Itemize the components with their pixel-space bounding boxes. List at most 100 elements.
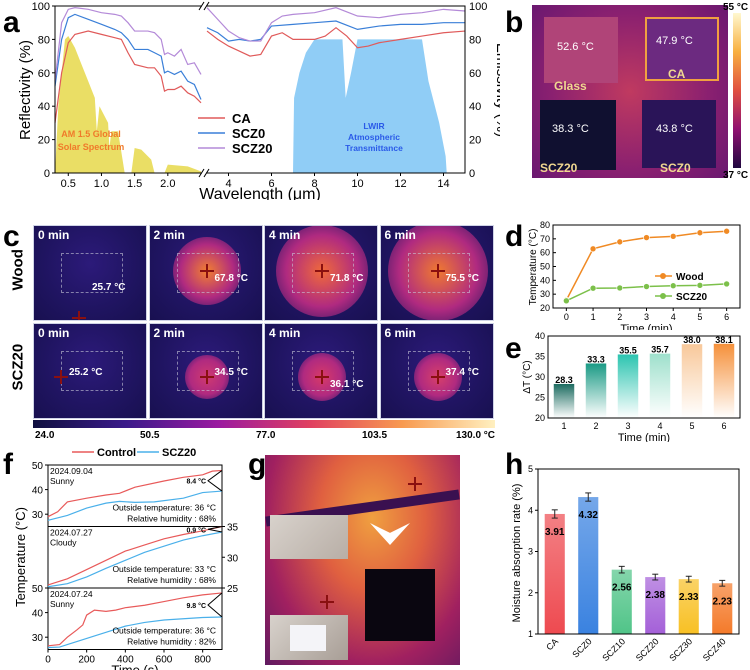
arrow-down-icon <box>370 523 410 545</box>
bar <box>578 497 599 634</box>
data-label: 28.3 <box>555 375 573 385</box>
time-label: 6 min <box>384 228 416 242</box>
ytick-label-left: 20 <box>38 135 50 147</box>
roi-box <box>61 253 123 293</box>
xtick-label: SCZ10 <box>600 636 627 663</box>
xtick-label: SCZ0 <box>570 636 593 659</box>
thermal-image-b: 52.6 °C Glass 47.9 °C CA 38.3 °C SCZ20 4… <box>532 5 728 178</box>
crosshair-icon <box>430 264 445 278</box>
crosshair-icon <box>199 264 214 278</box>
xtick-label: 4 <box>671 312 676 322</box>
time-label: 2 min <box>153 228 185 242</box>
time-label: 4 min <box>269 228 301 242</box>
data-point <box>669 233 677 240</box>
row-label-wood: Wood <box>9 249 27 291</box>
bar <box>617 354 639 418</box>
panel-label-a: a <box>3 6 20 39</box>
xtick-label: SCZ40 <box>701 636 728 663</box>
legend-label: SCZ20 <box>232 141 272 156</box>
xtick-label: SCZ30 <box>667 636 694 663</box>
relative-humidity: Relative humidity : 82% <box>127 637 216 647</box>
xtick-label: 800 <box>194 655 211 666</box>
ytick-label: 50 <box>32 584 44 595</box>
data-point <box>696 282 704 289</box>
xtick-label: 12 <box>394 178 406 190</box>
thermal-grid-c: 0 min 25.7 °C 2 min 67.8 °C 4 min 71.8 °C 6 mi… <box>33 225 495 420</box>
scale-c-0: 24.0 <box>35 430 55 441</box>
crosshair-icon <box>430 369 445 384</box>
bar <box>544 513 565 634</box>
x-axis-title: Time (s) <box>111 663 158 670</box>
scz20-film <box>365 569 435 641</box>
temp-ca: 47.9 °C <box>656 35 693 47</box>
ytick-label-left: 40 <box>38 101 50 113</box>
series-control <box>47 592 223 647</box>
data-label: 38.0 <box>683 335 701 345</box>
ytick-label: 40 <box>32 609 44 620</box>
solar-spectrum-area <box>55 36 201 174</box>
ytick-label: 30 <box>535 372 545 382</box>
y-axis-title-left: Reflectivity (%) <box>17 40 34 140</box>
xtick-label: 3 <box>644 312 649 322</box>
x-axis-title: Wavelength (μm) <box>199 186 321 200</box>
ytick-label: 4 <box>528 505 533 515</box>
crosshair-icon <box>54 369 68 384</box>
bar <box>611 569 632 634</box>
y-axis-title: Temperature (°C) <box>13 507 28 607</box>
data-label: 35.5 <box>619 345 637 355</box>
roi-box <box>407 350 470 391</box>
ytick-label-left: 80 <box>38 34 50 46</box>
xtick-label: 6 <box>721 421 726 431</box>
difference-label: 0.9 °C <box>186 526 206 534</box>
xtick-label: 10 <box>351 178 363 190</box>
ytick-label: 60 <box>540 248 550 258</box>
ytick-label: 40 <box>535 331 545 341</box>
temp-scz20: 38.3 °C <box>552 123 589 135</box>
inset-photo-hand <box>270 515 348 559</box>
roi-box <box>176 350 239 391</box>
axis-break-mark <box>198 168 205 178</box>
legend-label: Wood <box>676 272 704 283</box>
x-axis-title: Time (min) <box>620 323 672 330</box>
sample-ca <box>645 17 719 81</box>
difference-label: 9.8 °C <box>186 602 206 610</box>
time-label: 0 min <box>38 228 70 242</box>
bar <box>585 363 607 418</box>
series-scz20 <box>47 531 223 588</box>
scale-c-4: 130.0 °C <box>456 430 496 441</box>
crosshair-icon <box>199 369 214 384</box>
ytick-label: 2 <box>528 588 533 598</box>
temp-scz0: 43.8 °C <box>656 123 693 135</box>
bar <box>678 579 699 634</box>
series-scz0-left <box>54 13 202 100</box>
panel-label-d: d <box>505 220 524 253</box>
data-point <box>723 227 730 235</box>
y-axis-title: Temperature (°C) <box>528 229 539 306</box>
xtick-label: 0 <box>564 312 569 322</box>
scale-max-b: 55 °C <box>723 2 749 13</box>
bar <box>713 343 735 418</box>
thermal-tile-wood-3: 6 min 75.5 °C <box>379 225 494 321</box>
panel-label-e: e <box>505 332 522 365</box>
xtick-label: 1.5 <box>127 178 142 190</box>
lwir-label: Atmospheric <box>348 132 400 142</box>
data-label: 33.3 <box>587 354 605 364</box>
plot-frame <box>54 5 466 174</box>
data-point <box>696 229 704 237</box>
series-scz20 <box>47 490 223 521</box>
data-label: 2.33 <box>679 592 699 603</box>
sample-scz0 <box>642 100 716 168</box>
panel-label-g: g <box>248 448 267 481</box>
ytick-label-right: 20 <box>469 135 481 147</box>
lwir-label: Transmittance <box>345 143 403 153</box>
temperature-readout: 37.4 °C <box>445 366 479 378</box>
bar <box>645 577 666 634</box>
legend-label: Control <box>97 447 136 459</box>
legend-label: SCZ20 <box>162 447 196 459</box>
difference-bracket <box>207 526 223 533</box>
solar-spectrum-label: Solar Spectrum <box>58 142 125 152</box>
crosshair-icon <box>315 264 329 278</box>
xtick-label: 2 <box>593 421 598 431</box>
data-point <box>723 280 730 288</box>
xtick-label: 2 <box>617 312 622 322</box>
